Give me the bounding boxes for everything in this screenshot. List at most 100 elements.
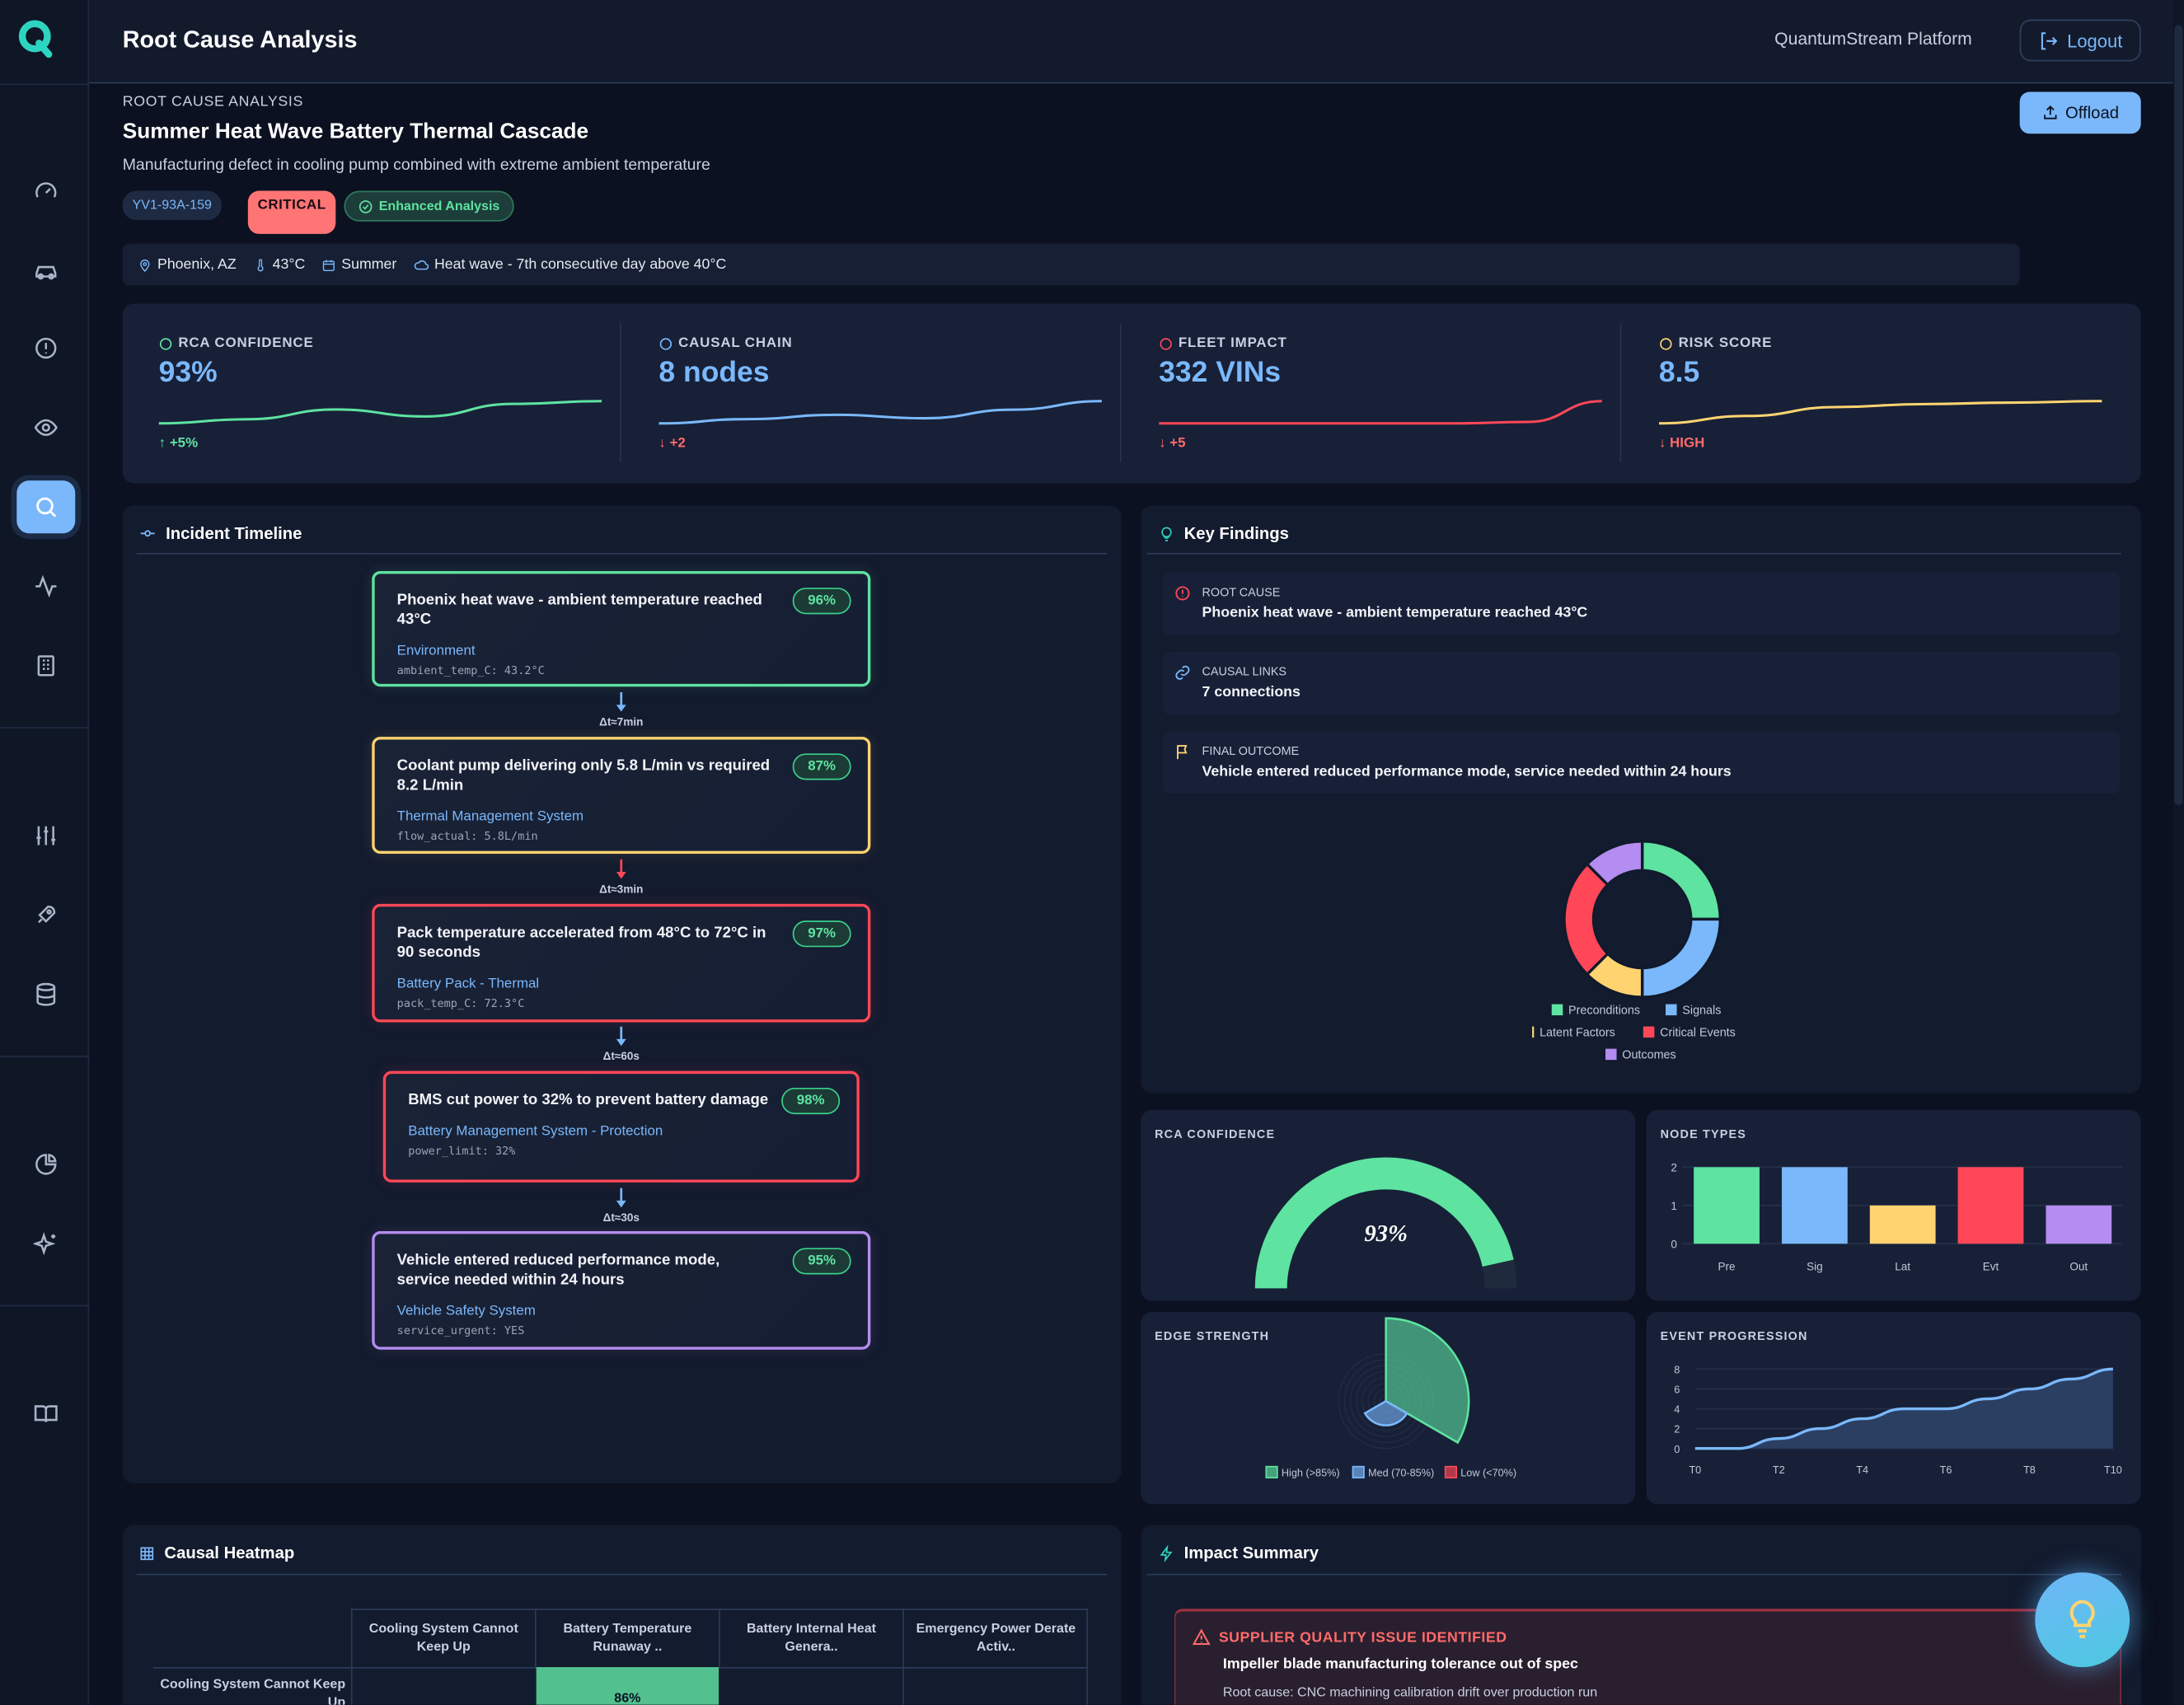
timeline-gap: Δt≈7min [599, 692, 644, 728]
finding-label: ROOT CAUSE [1202, 585, 1281, 599]
bar[interactable] [1782, 1167, 1848, 1244]
legend-swatch [1666, 1005, 1677, 1016]
kpi-delta: ↓ +2 [658, 436, 685, 452]
warning-icon [1159, 336, 1173, 350]
heatmap-table: Cooling System Cannot Keep Up Battery Te… [351, 1609, 1088, 1705]
context-bar: Phoenix, AZ 43°C Summer Heat wave - 7th … [123, 244, 2020, 286]
x-tick-label: T10 [2104, 1464, 2122, 1476]
alert-title: SUPPLIER QUALITY ISSUE IDENTIFIED [1219, 1629, 1507, 1646]
sparkline-path [658, 401, 1101, 424]
sidebar-item-vehicles[interactable] [16, 244, 75, 297]
logout-button[interactable]: Logout [2020, 20, 2141, 62]
timeline-header: Incident Timeline [139, 523, 302, 543]
offload-button[interactable]: Offload [2020, 92, 2141, 134]
scrollbar-track[interactable] [2173, 0, 2184, 1705]
map-pin-icon [138, 257, 152, 273]
heatmap-column-header: Emergency Power Derate Activ.. [902, 1609, 1088, 1667]
x-tick-label: Sig [1807, 1260, 1823, 1272]
alert-circle-icon [1174, 585, 1191, 602]
timeline-event[interactable]: Phoenix heat wave - ambient temperature … [372, 571, 870, 686]
gauge-value: 93% [1364, 1220, 1408, 1247]
check-circle-icon [358, 199, 373, 214]
ai-assistant-fab[interactable] [2035, 1572, 2130, 1667]
top-header: Root Cause Analysis QuantumStream Platfo… [89, 0, 2172, 83]
calendar-icon [322, 257, 336, 273]
x-tick-label: T0 [1689, 1464, 1701, 1476]
timeline-event[interactable]: BMS cut power to 32% to prevent battery … [383, 1071, 860, 1183]
event-title: Coolant pump delivering only 5.8 L/min v… [397, 756, 773, 795]
sidebar-item-docs[interactable] [16, 1387, 75, 1440]
sidebar-item-deployments[interactable] [16, 888, 75, 941]
donut-slice[interactable] [1564, 864, 1608, 975]
location-text: Phoenix, AZ [157, 256, 237, 273]
logout-label: Logout [2067, 30, 2122, 50]
heatmap-column-header: Battery Internal Heat Genera.. [719, 1609, 902, 1667]
legend-label: Med (70-85%) [1368, 1468, 1434, 1479]
y-tick-label: 4 [1674, 1404, 1680, 1416]
page-title: Summer Heat Wave Battery Thermal Cascade [123, 119, 588, 144]
lightbulb-icon [2065, 1599, 2099, 1641]
event-system: Battery Management System - Protection [408, 1124, 834, 1140]
bar[interactable] [1958, 1167, 2024, 1244]
event-metric: ambient_temp_C: 43.2°C [397, 664, 846, 677]
legend-swatch [1643, 1027, 1655, 1038]
analysis-label: Enhanced Analysis [379, 199, 500, 214]
kpi-value: 332 VINs [1159, 357, 1281, 391]
sparkline-path [159, 401, 602, 424]
sidebar-item-settings[interactable] [16, 809, 75, 862]
arrow-down-icon [614, 1188, 628, 1209]
donut-slice[interactable] [1643, 919, 1721, 997]
finding-value: 7 connections [1202, 684, 1301, 700]
sidebar-item-reports[interactable] [16, 639, 75, 692]
sparkles-icon [34, 1231, 59, 1256]
sidebar-item-alerts[interactable] [16, 321, 75, 374]
sidebar [0, 0, 89, 1705]
finding-label: FINAL OUTCOME [1202, 744, 1300, 758]
timeline-event[interactable]: Pack temperature accelerated from 48°C t… [372, 904, 870, 1023]
sidebar-item-signals[interactable] [16, 560, 75, 612]
check-circle-icon [159, 336, 173, 350]
x-tick-label: Lat [1895, 1260, 1910, 1272]
findings-title: Key Findings [1184, 523, 1289, 543]
finding-value: Vehicle entered reduced performance mode… [1202, 763, 1732, 780]
heatmap-column-header: Battery Temperature Runaway .. [535, 1609, 719, 1667]
kpi-value: 8.5 [1659, 357, 1699, 391]
heatmap-cell[interactable]: 86% [537, 1667, 719, 1705]
timeline-event[interactable]: Coolant pump delivering only 5.8 L/min v… [372, 737, 870, 854]
sidebar-item-analytics[interactable] [16, 1138, 75, 1191]
scrollbar-thumb[interactable] [2174, 25, 2182, 804]
heatmap-header: Causal Heatmap [139, 1543, 294, 1563]
sidebar-item-root-cause-analysis[interactable] [16, 480, 75, 533]
kpi-sparkline [1159, 396, 1605, 429]
kpi-card: RCA CONFIDENCE 93% ↑ +5% [123, 303, 623, 483]
polar-segment[interactable] [1386, 1319, 1469, 1443]
app-title: Root Cause Analysis [123, 26, 358, 54]
timeline-event[interactable]: Vehicle entered reduced performance mode… [372, 1231, 870, 1350]
sidebar-item-data[interactable] [16, 968, 75, 1021]
event-title: BMS cut power to 32% to prevent battery … [408, 1090, 784, 1110]
bar[interactable] [1694, 1167, 1760, 1244]
building-icon [34, 653, 59, 678]
sidebar-item-ai-insights[interactable] [16, 1217, 75, 1270]
database-icon [34, 982, 59, 1007]
bar[interactable] [1870, 1206, 1936, 1244]
legend-swatch [1532, 1027, 1534, 1038]
sidebar-item-dashboard[interactable] [16, 164, 75, 217]
pie-chart-icon [34, 1152, 59, 1177]
kpi-sparkline [159, 396, 605, 429]
logout-icon [2038, 30, 2059, 50]
bar[interactable] [2046, 1206, 2111, 1244]
link-icon [1174, 664, 1191, 681]
search-icon [34, 494, 59, 519]
confidence-badge: 97% [793, 920, 851, 947]
event-metric: flow_actual: 5.8L/min [397, 830, 846, 842]
sidebar-item-monitoring[interactable] [16, 401, 75, 454]
arrow-down-icon [614, 860, 628, 880]
timeline-title: Incident Timeline [166, 523, 302, 543]
event-title: Phoenix heat wave - ambient temperature … [397, 591, 773, 630]
logo-icon[interactable] [18, 20, 54, 66]
git-branch-icon [658, 336, 673, 350]
donut-slice[interactable] [1643, 841, 1721, 920]
legend-label: Low (<70%) [1460, 1468, 1516, 1479]
